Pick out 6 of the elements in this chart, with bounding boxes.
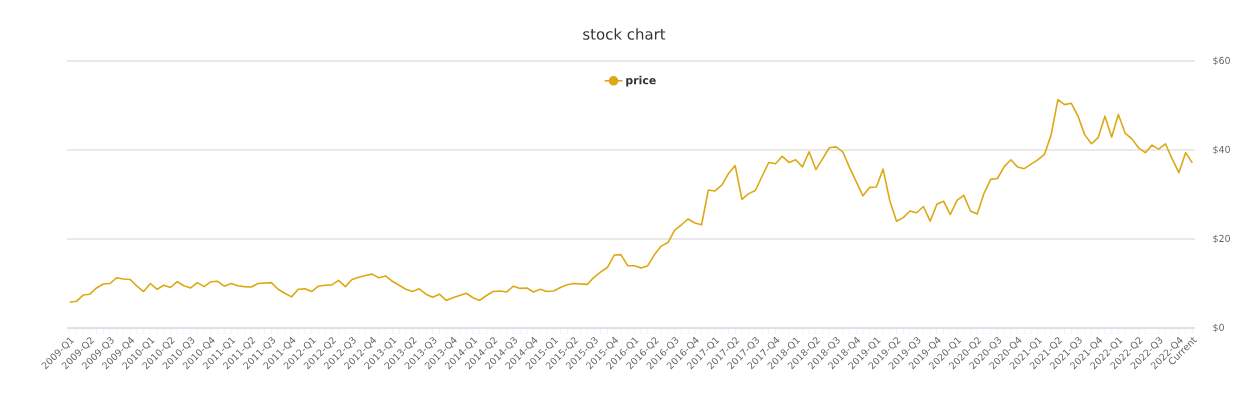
y-tick-label: $40 [1213,145,1230,155]
y-tick-label: $60 [1213,56,1230,66]
y-tick-label: $20 [1213,234,1230,244]
legend-label: price [626,75,656,87]
chart-title: stock chart [583,28,666,40]
y-tick-label: $0 [1213,323,1224,333]
